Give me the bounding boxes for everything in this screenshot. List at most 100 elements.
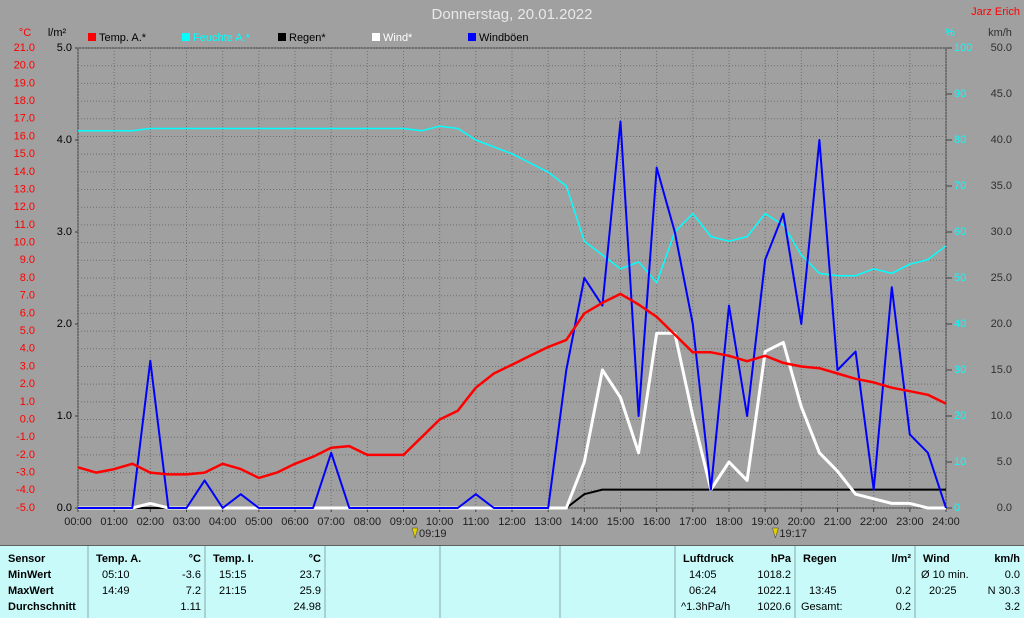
y-tick-label: 15.0: [991, 364, 1012, 376]
y-tick-label: 70: [954, 180, 966, 192]
y-tick-label: 30.0: [991, 226, 1012, 238]
x-tick-label: 18:00: [715, 516, 743, 528]
cell-time: 15:15: [219, 569, 247, 581]
legend-swatch: [372, 33, 380, 41]
x-tick-label: 11:00: [462, 516, 489, 528]
y-tick-label: 10.0: [14, 237, 35, 249]
y-tick-label: 10.0: [991, 410, 1012, 422]
sun-marker: [411, 527, 419, 539]
y-tick-label: 2.0: [20, 378, 35, 390]
group-title: Temp. A.: [96, 553, 141, 565]
x-tick-label: 06:00: [281, 516, 309, 528]
y-tick-label: 2.0: [57, 318, 72, 330]
cell-value: 7.2: [186, 585, 201, 597]
x-tick-label: 02:00: [137, 516, 165, 528]
cell-time: 21:15: [219, 585, 247, 597]
row-label: Durchschnitt: [8, 601, 76, 613]
y-tick-label: 90: [954, 88, 966, 100]
y-tick-label: 80: [954, 134, 966, 146]
y-tick-label: 19.0: [14, 77, 35, 89]
x-tick-label: 22:00: [860, 516, 888, 528]
cell-value: 25.9: [300, 585, 321, 597]
x-tick-label: 24:00: [932, 516, 960, 528]
x-tick-label: 07:00: [317, 516, 345, 528]
legend-swatch: [88, 33, 96, 41]
sun-marker: [772, 527, 779, 539]
y-tick-label: 17.0: [14, 113, 35, 125]
author: Jarz Erich: [971, 6, 1020, 18]
y-tick-label: 45.0: [991, 88, 1012, 100]
y-tick-label: 20.0: [991, 318, 1012, 330]
y-tick-label: 30: [954, 364, 966, 376]
y-tick-label: 21.0: [14, 42, 35, 54]
x-tick-label: 17:00: [679, 516, 707, 528]
y-tick-label: 0.0: [57, 502, 72, 514]
x-tick-label: 10:00: [426, 516, 454, 528]
legend-label: Windböen: [479, 32, 529, 44]
axis-unit: °C: [19, 27, 31, 39]
y-tick-label: 3.0: [57, 226, 72, 238]
x-tick-label: 12:00: [498, 516, 526, 528]
cell-value: 1020.6: [757, 601, 791, 613]
cell-value: 0.0: [1005, 569, 1020, 581]
legend-label: Wind*: [383, 32, 413, 44]
cell-value: N 30.3: [988, 585, 1020, 597]
y-tick-label: 13.0: [14, 183, 35, 195]
y-tick-label: 0.0: [20, 413, 35, 425]
x-tick-label: 01:00: [100, 516, 128, 528]
group-unit: °C: [189, 553, 201, 565]
y-tick-label: 12.0: [14, 201, 35, 213]
y-tick-label: 5.0: [20, 325, 35, 337]
cell-time: ^1.3hPa/h: [681, 601, 730, 613]
cell-time: 20:25: [929, 585, 957, 597]
sun-label: 09:19: [419, 528, 447, 540]
cell-value: 23.7: [300, 569, 321, 581]
legend-swatch: [278, 33, 286, 41]
cell-time: 14:05: [689, 569, 717, 581]
cell-time: 06:24: [689, 585, 717, 597]
x-tick-label: 23:00: [896, 516, 924, 528]
series-line: [77, 292, 947, 480]
series-line: [78, 120, 947, 509]
group-title: Luftdruck: [683, 553, 735, 565]
group-title: Temp. I.: [213, 553, 254, 565]
y-tick-label: 5.0: [57, 42, 72, 54]
y-tick-label: -4.0: [16, 484, 35, 496]
row-label: MaxWert: [8, 585, 54, 597]
cell-time: 05:10: [102, 569, 130, 581]
y-tick-label: 50: [954, 272, 966, 284]
group-title: Wind: [923, 553, 950, 565]
y-tick-label: 8.0: [20, 272, 35, 284]
x-tick-label: 16:00: [643, 516, 671, 528]
y-tick-label: 50.0: [991, 42, 1012, 54]
y-tick-label: 0.0: [997, 502, 1012, 514]
y-tick-label: 40.0: [991, 134, 1012, 146]
y-tick-label: 10: [954, 456, 966, 468]
y-tick-label: 25.0: [991, 272, 1012, 284]
x-tick-label: 21:00: [824, 516, 852, 528]
y-tick-label: 20.0: [14, 60, 35, 72]
cell-value: 3.2: [1005, 601, 1020, 613]
group-unit: km/h: [994, 553, 1020, 565]
series-line: [78, 125, 947, 284]
x-tick-label: 19:00: [751, 516, 779, 528]
x-tick-label: 00:00: [64, 516, 92, 528]
group-title: Regen: [803, 553, 837, 565]
cell-value: 0.2: [896, 601, 911, 613]
y-tick-label: 4.0: [57, 134, 72, 146]
cell-time: 14:49: [102, 585, 130, 597]
table-title: Sensor: [8, 553, 46, 565]
chart-title: Donnerstag, 20.01.2022: [432, 6, 593, 23]
y-tick-label: 3.0: [20, 360, 35, 372]
cell-value: 1.11: [180, 601, 201, 613]
y-tick-label: -3.0: [16, 467, 35, 479]
legend-label: Feuchte A.*: [193, 32, 251, 44]
y-tick-label: 100: [954, 42, 972, 54]
y-tick-label: 18.0: [14, 95, 35, 107]
y-tick-label: 7.0: [20, 290, 35, 302]
y-tick-label: 1.0: [20, 396, 35, 408]
y-tick-label: 20: [954, 410, 966, 422]
legend-label: Regen*: [289, 32, 326, 44]
